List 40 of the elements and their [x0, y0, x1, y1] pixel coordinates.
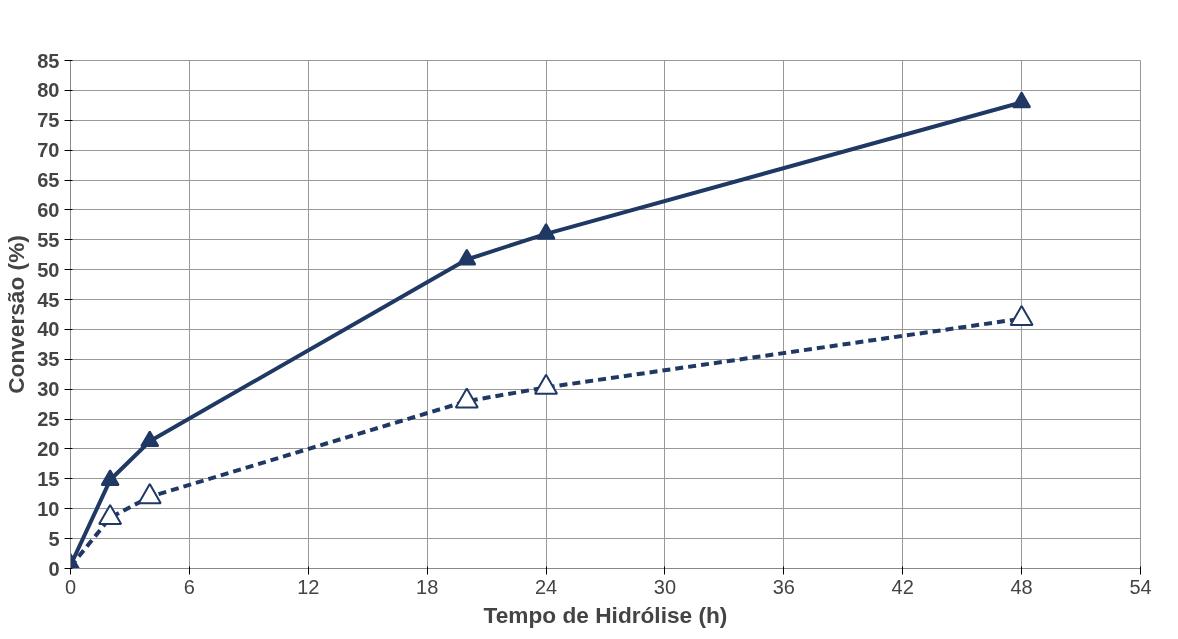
point: [454, 387, 479, 409]
y-tick-label: 5: [48, 527, 60, 550]
x-tick-label: 24: [534, 575, 558, 598]
x-tick-label: 6: [183, 575, 195, 598]
y-tick-label: 40: [37, 318, 60, 341]
x-tick-label: 42: [891, 575, 914, 598]
y-tick-label: 35: [37, 348, 60, 371]
y-tick-label: 60: [37, 198, 60, 221]
point: [100, 469, 120, 486]
y-tick-label: 20: [37, 437, 60, 460]
point: [137, 483, 162, 505]
x-tick-label: 36: [772, 575, 795, 598]
y-tick-label: 80: [37, 79, 60, 102]
point: [1009, 304, 1034, 327]
x-axis-title: Tempo de Hidrólise (h): [483, 601, 728, 628]
y-axis-title: Conversão (%): [3, 235, 30, 394]
y-tick-label: 10: [37, 497, 60, 520]
y-tick-label: 75: [37, 109, 60, 132]
point: [536, 223, 556, 240]
y-tick-label: 0: [48, 557, 60, 580]
y-tick-label: 55: [37, 228, 60, 251]
y-tick-label: 15: [37, 467, 60, 490]
y-tick-label: 70: [37, 139, 60, 162]
point: [98, 504, 123, 526]
x-tick-label: 30: [653, 575, 677, 598]
y-tick-label: 50: [37, 258, 60, 281]
x-tick-label: 48: [1010, 575, 1033, 598]
y-tick-label: 65: [37, 169, 60, 192]
point: [140, 430, 160, 448]
y-tick-label: 45: [37, 288, 60, 311]
point: [1012, 91, 1032, 109]
x-tick-label: 54: [1129, 575, 1152, 598]
x-tick-label: 12: [297, 575, 320, 598]
point: [534, 373, 559, 395]
x-tick-label: 0: [64, 575, 77, 598]
y-tick-label: 30: [37, 378, 60, 401]
y-tick-label: 25: [37, 408, 60, 431]
x-tick-label: 18: [416, 575, 439, 598]
y-tick-label: 85: [37, 49, 60, 72]
point: [457, 248, 477, 266]
